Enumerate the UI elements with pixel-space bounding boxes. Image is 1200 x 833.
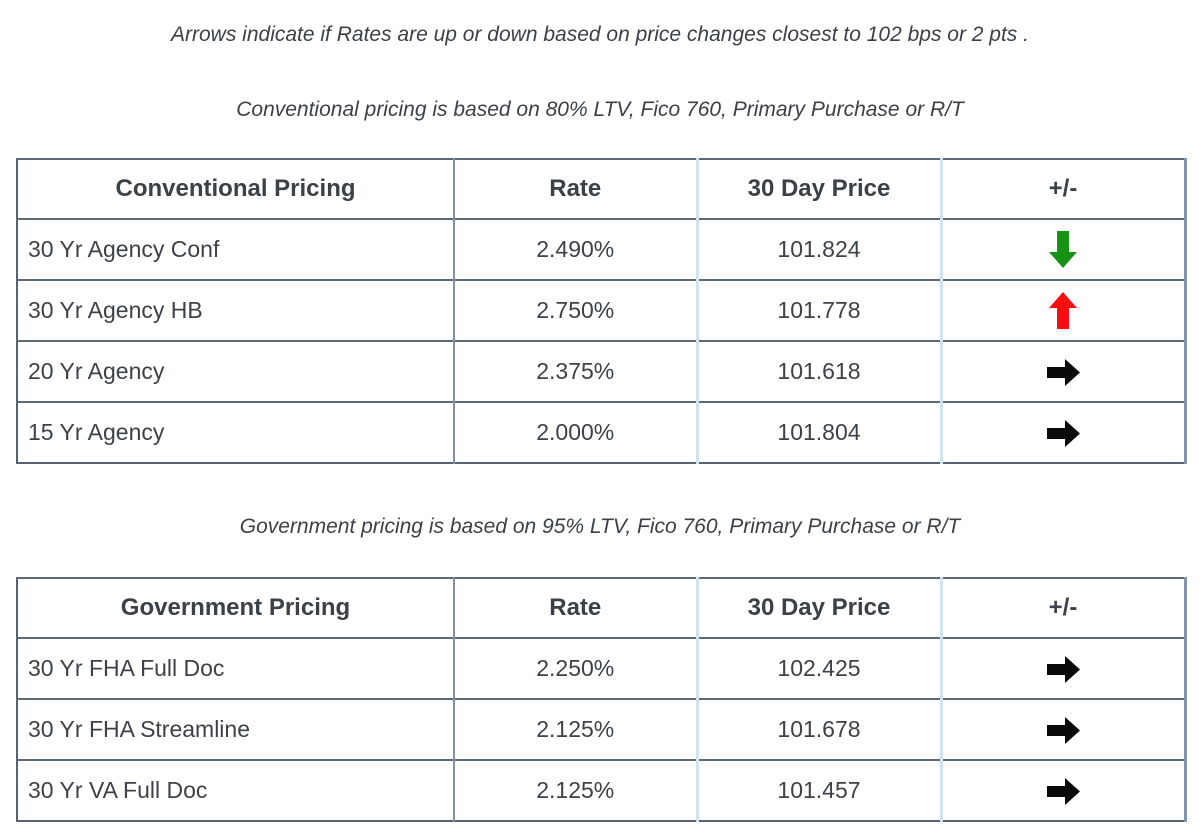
table-header-row: Government Pricing Rate 30 Day Price +/-	[17, 577, 1185, 638]
right-arrow-icon	[1046, 419, 1080, 447]
right-arrow-icon	[1046, 777, 1080, 805]
right-arrow-icon	[1046, 655, 1080, 683]
header-30-day-price: 30 Day Price	[697, 158, 943, 219]
header-30-day-price: 30 Day Price	[697, 577, 943, 638]
price-cell: 101.824	[697, 218, 943, 280]
price-cell: 101.618	[697, 340, 943, 402]
product-cell: 15 Yr Agency	[17, 401, 455, 463]
government-pricing-table: Government Pricing Rate 30 Day Price +/-…	[16, 577, 1187, 822]
rate-cell: 2.125%	[454, 698, 699, 760]
down-arrow-icon	[1049, 231, 1077, 268]
up-arrow-icon	[1049, 292, 1077, 329]
rate-cell: 2.490%	[454, 218, 699, 280]
table-row: 20 Yr Agency 2.375% 101.618	[17, 340, 1185, 402]
table-row: 15 Yr Agency 2.000% 101.804	[17, 401, 1185, 463]
table-row: 30 Yr FHA Full Doc 2.250% 102.425	[17, 637, 1185, 699]
product-cell: 30 Yr Agency HB	[17, 279, 455, 341]
table-row: 30 Yr FHA Streamline 2.125% 101.678	[17, 698, 1185, 760]
rate-cell: 2.750%	[454, 279, 699, 341]
government-pricing-note: Government pricing is based on 95% LTV, …	[239, 515, 961, 538]
price-cell: 102.425	[697, 637, 943, 699]
price-cell: 101.804	[697, 401, 943, 463]
change-cell	[941, 401, 1185, 463]
header-change: +/-	[941, 158, 1185, 219]
conventional-pricing-table: Conventional Pricing Rate 30 Day Price +…	[16, 158, 1187, 464]
table-row: 30 Yr Agency Conf 2.490% 101.824	[17, 218, 1185, 280]
change-cell	[941, 218, 1185, 280]
conventional-pricing-note: Conventional pricing is based on 80% LTV…	[236, 98, 964, 121]
price-cell: 101.678	[697, 698, 943, 760]
table-header-row: Conventional Pricing Rate 30 Day Price +…	[17, 158, 1185, 219]
change-cell	[941, 637, 1185, 699]
price-cell: 101.457	[697, 759, 943, 821]
change-cell	[941, 340, 1185, 402]
right-arrow-icon	[1046, 716, 1080, 744]
arrows-explanation-note: Arrows indicate if Rates are up or down …	[171, 23, 1029, 46]
table-row: 30 Yr Agency HB 2.750% 101.778	[17, 279, 1185, 341]
rate-cell: 2.250%	[454, 637, 699, 699]
product-cell: 20 Yr Agency	[17, 340, 455, 402]
change-cell	[941, 698, 1185, 760]
product-cell: 30 Yr FHA Streamline	[17, 698, 455, 760]
right-arrow-icon	[1046, 358, 1080, 386]
header-change: +/-	[941, 577, 1185, 638]
header-rate: Rate	[454, 158, 699, 219]
header-conventional-pricing: Conventional Pricing	[17, 158, 455, 219]
product-cell: 30 Yr FHA Full Doc	[17, 637, 455, 699]
change-cell	[941, 759, 1185, 821]
product-cell: 30 Yr VA Full Doc	[17, 759, 455, 821]
price-cell: 101.778	[697, 279, 943, 341]
rate-cell: 2.000%	[454, 401, 699, 463]
product-cell: 30 Yr Agency Conf	[17, 218, 455, 280]
rate-cell: 2.125%	[454, 759, 699, 821]
table-row: 30 Yr VA Full Doc 2.125% 101.457	[17, 759, 1185, 821]
header-rate: Rate	[454, 577, 699, 638]
rate-cell: 2.375%	[454, 340, 699, 402]
change-cell	[941, 279, 1185, 341]
header-government-pricing: Government Pricing	[17, 577, 455, 638]
